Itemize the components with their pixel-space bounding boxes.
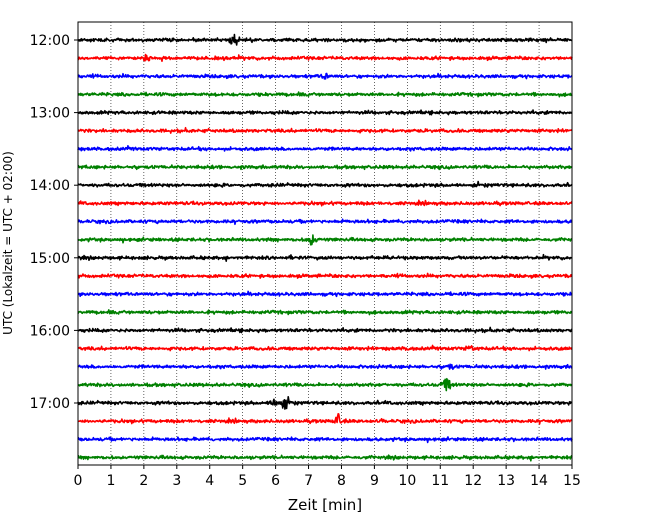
trace-1400 bbox=[77, 180, 573, 188]
x-tick-label: 5 bbox=[238, 473, 247, 489]
trace-layer bbox=[77, 33, 573, 462]
x-tick-label: 12 bbox=[464, 473, 482, 489]
y-tick-label: 14:00 bbox=[30, 178, 70, 194]
trace-1345 bbox=[77, 164, 573, 171]
y-tick-label: 16:00 bbox=[30, 323, 70, 339]
x-tick-label: 3 bbox=[172, 473, 181, 489]
trace-1715 bbox=[77, 413, 573, 425]
trace-1500 bbox=[77, 253, 573, 262]
trace-1430 bbox=[77, 218, 573, 226]
trace-1730 bbox=[77, 436, 573, 444]
trace-1330 bbox=[77, 144, 573, 152]
trace-1245 bbox=[77, 91, 573, 98]
trace-1530 bbox=[77, 290, 573, 298]
x-axis-label: Zeit [min] bbox=[288, 496, 362, 514]
trace-1600 bbox=[77, 326, 573, 334]
trace-1745 bbox=[77, 454, 573, 462]
trace-1415 bbox=[77, 199, 573, 207]
x-tick-label: 13 bbox=[497, 473, 515, 489]
trace-1300 bbox=[77, 109, 573, 116]
x-tick-label: 11 bbox=[431, 473, 449, 489]
plot-frame bbox=[77, 21, 573, 466]
y-tick-label: 15:00 bbox=[30, 251, 70, 267]
trace-1700 bbox=[77, 396, 573, 410]
trace-1645 bbox=[77, 377, 573, 392]
trace-1445 bbox=[77, 234, 573, 246]
x-tick-label: 4 bbox=[205, 473, 214, 489]
trace-1515 bbox=[77, 272, 573, 279]
x-tick-label: 6 bbox=[271, 473, 280, 489]
x-tick-label: 2 bbox=[139, 473, 148, 489]
y-tick-label: 13:00 bbox=[30, 106, 70, 122]
grid-layer bbox=[110, 22, 540, 465]
x-tick-label: 8 bbox=[337, 473, 346, 489]
y-axis-label: UTC (Lokalzeit = UTC + 02:00) bbox=[1, 151, 15, 335]
trace-1215 bbox=[77, 53, 573, 62]
trace-1200 bbox=[77, 33, 573, 46]
trace-1615 bbox=[77, 344, 573, 352]
x-tick-label: 10 bbox=[398, 473, 416, 489]
x-tick-label: 1 bbox=[106, 473, 115, 489]
x-tick-label: 14 bbox=[530, 473, 548, 489]
x-tick-label: 15 bbox=[563, 473, 581, 489]
trace-1230 bbox=[77, 72, 573, 80]
trace-1545 bbox=[77, 309, 573, 316]
trace-1315 bbox=[77, 126, 573, 134]
x-tick-label: 7 bbox=[304, 473, 313, 489]
x-tick-label: 9 bbox=[370, 473, 379, 489]
x-axis: 0 1 2 3 4 5 6 7 8 9 10 11 12 13 14 15 bbox=[74, 465, 581, 489]
x-tick-label: 0 bbox=[74, 473, 83, 489]
y-tick-label: 17:00 bbox=[30, 396, 70, 412]
y-axis: 12:00 13:00 14:00 15:00 16:00 17:00 bbox=[30, 33, 78, 412]
y-tick-label: 12:00 bbox=[30, 33, 70, 49]
trace-1630 bbox=[77, 363, 573, 371]
